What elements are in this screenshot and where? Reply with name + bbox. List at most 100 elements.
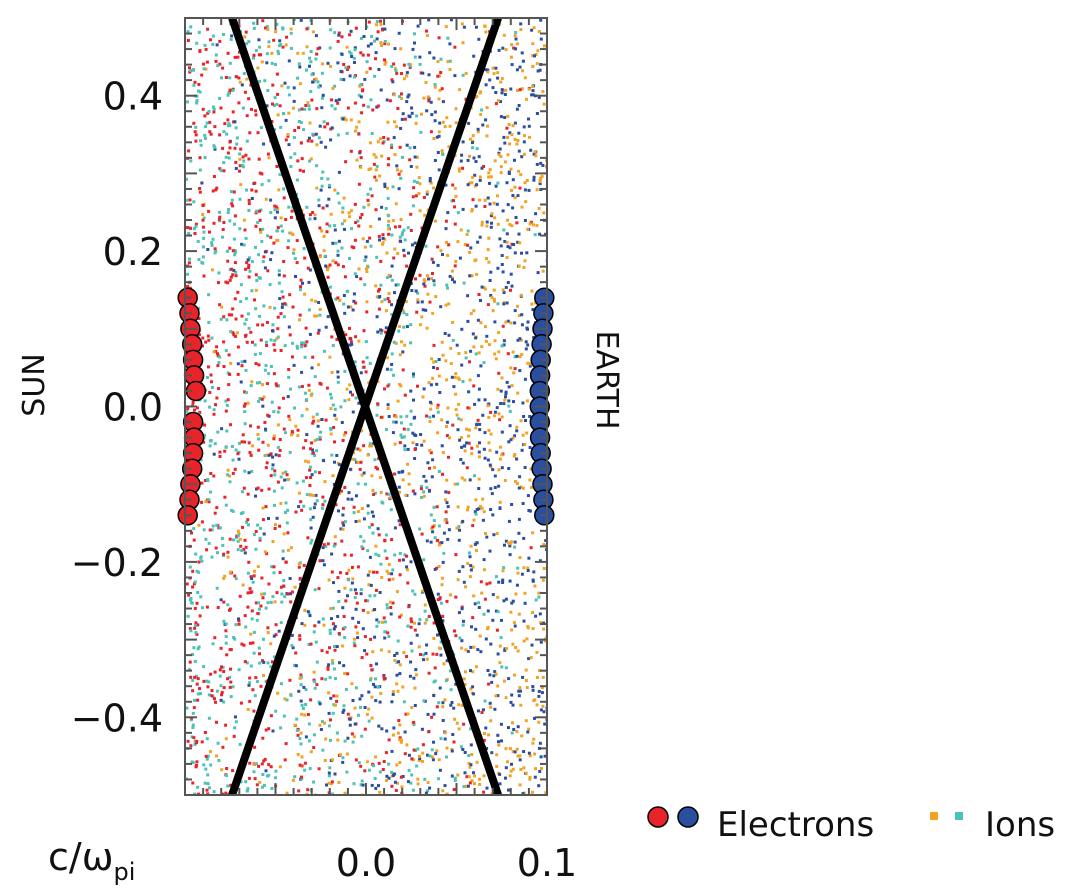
- electron-particle: [407, 114, 411, 118]
- electron-particle: [264, 466, 268, 470]
- ion-particle: [383, 298, 387, 302]
- ion-particle: [227, 91, 231, 95]
- electron-particle: [200, 740, 204, 744]
- electron-particle: [310, 473, 314, 477]
- ion-particle: [385, 606, 389, 610]
- ion-particle: [273, 208, 277, 212]
- ion-particle: [303, 355, 307, 359]
- ion-particle: [208, 444, 212, 448]
- electron-particle: [243, 551, 247, 555]
- ion-particle: [405, 313, 409, 317]
- ion-particle: [484, 532, 487, 535]
- ion-particle: [524, 679, 528, 682]
- electron-particle: [359, 592, 363, 596]
- ion-particle: [309, 493, 313, 497]
- ion-particle: [351, 457, 355, 461]
- ion-particle: [195, 99, 199, 103]
- electron-particle: [505, 181, 509, 185]
- electron-particle: [237, 76, 241, 80]
- electron-particle: [460, 445, 464, 449]
- electron-particle: [198, 190, 202, 194]
- ion-particle: [538, 180, 542, 183]
- electron-particle: [227, 313, 231, 317]
- electron-particle: [460, 153, 464, 157]
- electron-particle: [390, 784, 394, 788]
- ion-particle: [427, 381, 431, 385]
- electron-particle: [222, 686, 226, 690]
- ion-particle: [372, 153, 376, 157]
- ion-particle: [507, 123, 511, 126]
- ion-particle: [230, 508, 234, 512]
- electron-particle: [486, 196, 490, 200]
- ion-particle: [457, 169, 461, 173]
- ion-particle: [329, 407, 333, 411]
- electron-particle: [489, 487, 493, 491]
- electron-particle: [244, 30, 248, 34]
- ion-particle: [281, 26, 285, 30]
- electron-particle: [277, 629, 281, 633]
- ion-particle: [516, 571, 520, 575]
- ion-particle: [529, 485, 533, 489]
- electron-particle: [237, 457, 241, 461]
- electron-particle: [381, 233, 385, 237]
- electron-particle: [533, 54, 536, 58]
- electron-particle: [426, 712, 430, 716]
- ion-particle: [350, 682, 354, 686]
- electron-particle: [272, 437, 276, 441]
- ion-particle: [375, 255, 379, 259]
- ion-particle: [400, 421, 403, 425]
- ion-particle: [211, 42, 215, 46]
- electron-particle: [214, 546, 218, 550]
- ion-particle: [191, 678, 195, 682]
- ion-particle: [275, 22, 279, 26]
- electron-particle: [252, 574, 256, 578]
- electron-particle: [470, 446, 474, 450]
- electron-particle: [506, 319, 510, 323]
- electron-particle: [269, 474, 273, 478]
- electron-particle: [468, 274, 472, 278]
- electron-particle: [397, 187, 401, 191]
- electron-particle: [312, 419, 316, 423]
- electron-particle: [514, 216, 518, 219]
- electron-particle: [309, 698, 313, 702]
- electron-particle: [311, 80, 315, 84]
- electron-particle: [458, 528, 461, 532]
- electron-particle: [210, 694, 214, 698]
- electron-particle: [383, 58, 386, 62]
- electron-particle: [222, 552, 226, 556]
- electron-particle: [403, 393, 407, 397]
- ion-particle: [478, 91, 482, 95]
- electron-particle: [250, 197, 254, 200]
- electron-particle: [472, 692, 475, 696]
- electron-particle: [409, 617, 413, 621]
- electron-particle: [430, 475, 434, 479]
- electron-particle: [522, 619, 526, 623]
- electron-particle: [309, 447, 312, 451]
- electron-particle: [469, 349, 473, 353]
- electron-particle: [228, 648, 232, 652]
- electron-particle: [231, 307, 235, 311]
- ion-particle: [357, 713, 360, 717]
- ion-particle: [390, 143, 394, 147]
- electron-particle: [400, 72, 403, 75]
- electron-particle: [476, 374, 480, 378]
- ion-particle: [512, 621, 516, 625]
- ion-particle: [486, 248, 490, 252]
- electron-particle: [447, 455, 450, 459]
- electron-particle: [390, 78, 394, 82]
- electron-particle: [496, 652, 500, 656]
- electron-particle: [397, 485, 401, 489]
- ion-particle: [354, 686, 358, 690]
- ion-particle: [497, 743, 501, 747]
- electron-particle: [424, 651, 428, 655]
- ion-particle: [411, 441, 415, 445]
- electron-particle: [422, 282, 426, 286]
- ion-particle: [292, 136, 296, 140]
- electron-particle: [341, 760, 345, 764]
- electron-particle: [319, 140, 323, 144]
- electron-particle: [303, 256, 307, 260]
- ion-particle: [298, 318, 301, 322]
- electron-particle: [469, 568, 473, 572]
- electron-particle: [336, 101, 340, 105]
- electron-particle: [409, 641, 413, 645]
